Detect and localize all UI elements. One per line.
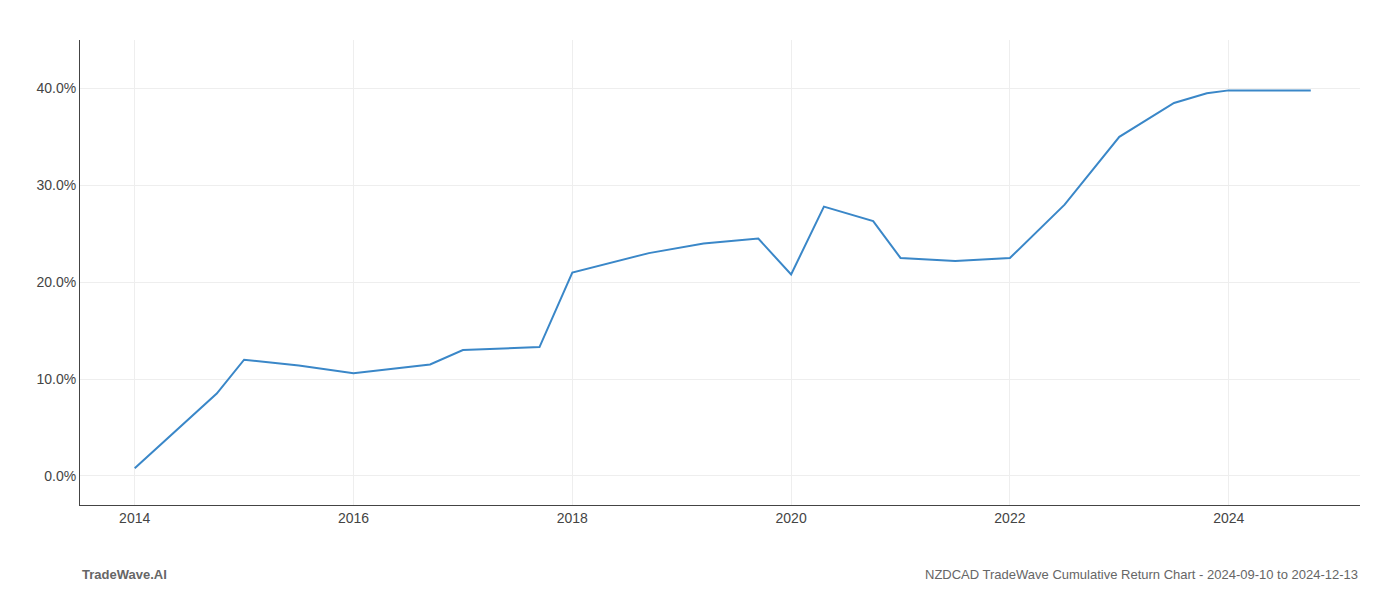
svg-text:2024: 2024 [1213, 510, 1244, 526]
svg-text:2016: 2016 [338, 510, 369, 526]
svg-text:0.0%: 0.0% [44, 468, 76, 484]
svg-text:2020: 2020 [776, 510, 807, 526]
svg-text:20.0%: 20.0% [36, 274, 76, 290]
svg-text:2014: 2014 [119, 510, 150, 526]
svg-text:NZDCAD TradeWave Cumulative Re: NZDCAD TradeWave Cumulative Return Chart… [925, 567, 1358, 582]
svg-text:10.0%: 10.0% [36, 371, 76, 387]
svg-text:30.0%: 30.0% [36, 177, 76, 193]
svg-text:TradeWave.AI: TradeWave.AI [82, 567, 167, 582]
svg-text:2018: 2018 [557, 510, 588, 526]
svg-text:2022: 2022 [994, 510, 1025, 526]
svg-text:40.0%: 40.0% [36, 80, 76, 96]
